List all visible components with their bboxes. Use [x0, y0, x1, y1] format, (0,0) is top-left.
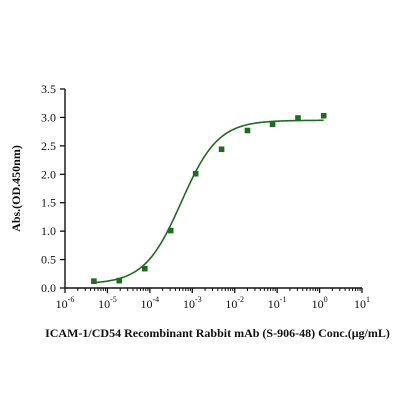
x-tick-label: 10-6 — [56, 295, 75, 311]
x-tick-exponent: -1 — [280, 295, 287, 304]
x-tick-label: 10-1 — [268, 295, 287, 311]
data-point — [91, 278, 97, 284]
axes — [64, 89, 362, 289]
y-tick-label: 3.5 — [41, 82, 56, 96]
x-tick-label: 100 — [312, 295, 328, 311]
x-tick-exponent: 0 — [324, 295, 328, 304]
x-ticks: 10-6 10-5 10-4 10-3 10-2 10-1 100 101 — [56, 288, 370, 311]
x-tick-exponent: 1 — [366, 295, 370, 304]
data-point — [116, 277, 123, 284]
y-tick-label: 0.0 — [41, 281, 56, 295]
data-point — [142, 265, 148, 272]
data-point — [192, 170, 199, 177]
x-tick-label: 10-5 — [98, 295, 117, 311]
fit-curve — [93, 119, 324, 284]
y-axis-title: Abs.(OD.450nm) — [9, 145, 23, 232]
data-point — [295, 115, 301, 121]
data-point — [269, 121, 276, 128]
y-tick-label: 1.0 — [41, 224, 56, 238]
y-ticks: 0.0 0.5 1.0 1.5 2.0 2.5 3.0 3.5 — [41, 82, 65, 295]
x-axis-title: ICAM-1/CD54 Recombinant Rabbit mAb (S-90… — [45, 326, 390, 340]
y-tick-label: 2.5 — [41, 139, 56, 153]
x-tick-label: 10-4 — [141, 295, 160, 311]
x-tick-exponent: -3 — [195, 295, 202, 304]
x-tick-exponent: -2 — [237, 295, 244, 304]
x-tick-label: 10-2 — [225, 295, 244, 311]
data-points — [91, 112, 327, 284]
x-tick-label: 101 — [354, 295, 370, 311]
y-tick-label: 3.0 — [41, 110, 56, 124]
x-tick-label: 10-3 — [183, 295, 202, 311]
x-tick-exponent: -4 — [153, 295, 160, 304]
x-tick-exponent: -6 — [68, 295, 75, 304]
data-point — [167, 227, 174, 234]
data-point — [218, 146, 225, 153]
data-point — [244, 127, 251, 134]
x-tick-exponent: -5 — [110, 295, 117, 304]
y-tick-label: 1.5 — [41, 196, 56, 210]
y-tick-label: 2.0 — [41, 167, 56, 181]
data-point — [320, 112, 327, 119]
y-tick-label: 0.5 — [41, 253, 56, 267]
